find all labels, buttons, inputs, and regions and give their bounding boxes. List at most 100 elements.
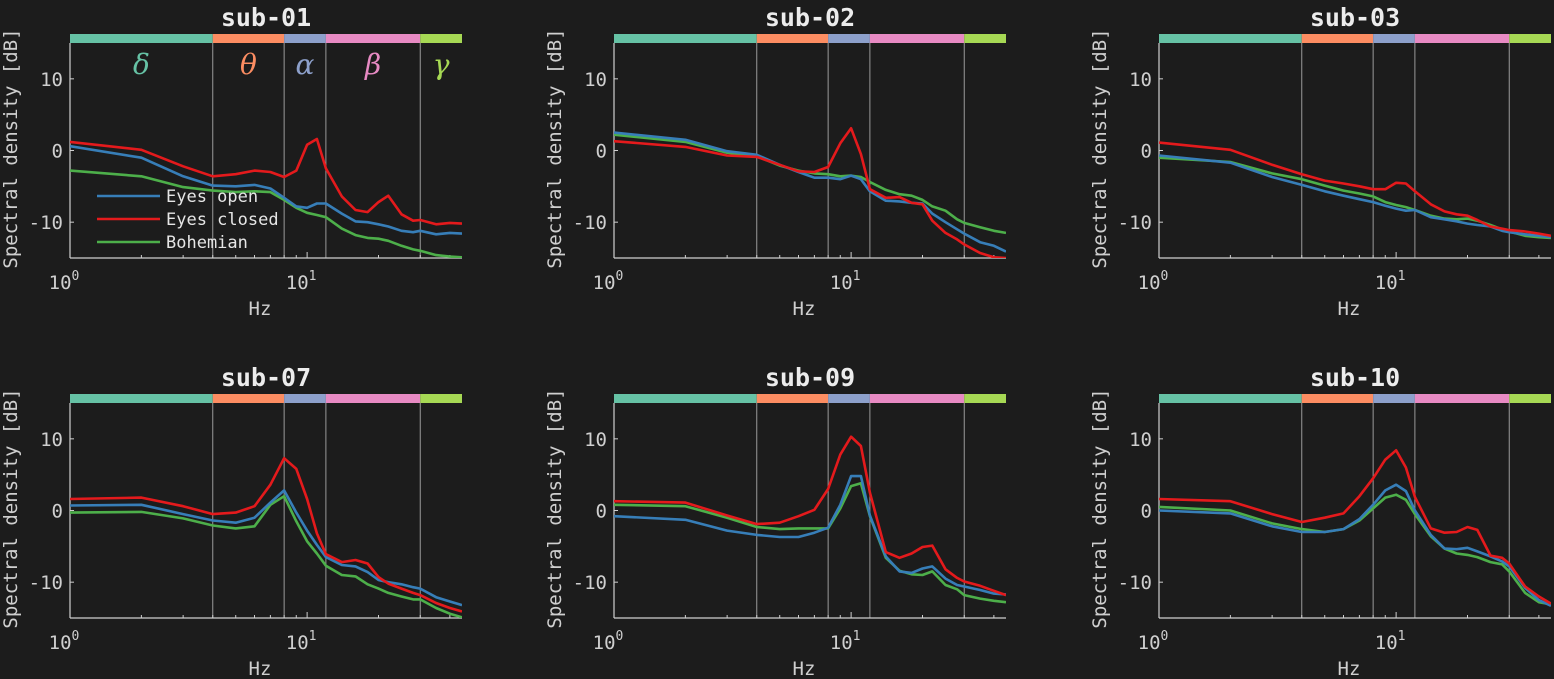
x-tick-label: 101 <box>1375 629 1406 654</box>
band-bar-delta <box>1159 394 1302 403</box>
series-line-eyes-open <box>614 474 1006 596</box>
series-line-eyes-open <box>1159 483 1551 607</box>
band-bar-gamma <box>1509 34 1551 43</box>
y-axis-label: Spectral density [dB] <box>544 388 566 628</box>
series-line-eyes-closed <box>614 435 1006 597</box>
y-axis-label: Spectral density [dB] <box>1089 28 1111 268</box>
band-bar-delta <box>614 394 757 403</box>
legend: Eyes open Eyes closed Bohemian <box>97 187 279 253</box>
y-axis-label: Spectral density [dB] <box>544 28 566 268</box>
band-bar-gamma <box>1509 394 1551 403</box>
y-tick-label: 0 <box>596 501 607 523</box>
x-axis-label: Hz <box>793 298 816 320</box>
band-symbol-gamma: γ <box>433 48 450 81</box>
y-tick-label: 10 <box>584 429 607 451</box>
band-bar-beta <box>325 394 421 403</box>
band-bar-delta <box>1159 34 1302 43</box>
series-line-eyes-open <box>70 489 462 607</box>
series-line-eyes-closed <box>1159 448 1551 605</box>
series-line-bohemian <box>70 169 462 258</box>
band-bar-alpha <box>1373 34 1415 43</box>
x-tick-label: 100 <box>593 629 624 654</box>
y-tick-label: -10 <box>573 572 607 594</box>
y-axis-label: Spectral density [dB] <box>0 28 22 268</box>
x-axis-label: Hz <box>249 658 272 679</box>
band-symbol-theta: θ <box>240 48 257 81</box>
band-bar-gamma <box>420 394 462 403</box>
y-tick-label: 10 <box>40 429 63 451</box>
band-bar-alpha <box>828 394 870 403</box>
band-bar-beta <box>325 34 421 43</box>
x-tick-label: 101 <box>286 629 317 654</box>
series-line-bohemian <box>70 494 462 618</box>
x-tick-label: 100 <box>49 269 80 294</box>
legend-label: Eyes open <box>166 187 258 207</box>
subplot-title: sub-01 <box>221 3 311 32</box>
y-tick-label: 10 <box>584 69 607 91</box>
y-tick-label: -10 <box>29 212 63 234</box>
band-bar-alpha <box>284 394 326 403</box>
series-line-eyes-open <box>1159 154 1551 239</box>
subplot-title: sub-03 <box>1310 3 1400 32</box>
subplot-title: sub-07 <box>221 363 311 392</box>
band-bar-delta <box>70 394 213 403</box>
y-tick-label: 0 <box>52 141 63 163</box>
band-symbol-alpha: α <box>296 48 315 81</box>
y-axis-label: Spectral density [dB] <box>0 388 22 628</box>
x-axis-label: Hz <box>793 658 816 679</box>
y-tick-label: 0 <box>1141 501 1152 523</box>
band-bar-alpha <box>1373 394 1415 403</box>
series-line-eyes-closed <box>70 456 462 613</box>
band-bar-beta <box>1414 34 1510 43</box>
y-tick-label: 0 <box>1141 141 1152 163</box>
y-axis-label: Spectral density [dB] <box>1089 388 1111 628</box>
y-tick-label: 0 <box>596 141 607 163</box>
band-bar-theta <box>756 394 829 403</box>
band-bar-delta <box>70 34 213 43</box>
y-tick-label: 0 <box>52 501 63 523</box>
x-tick-label: 100 <box>1138 629 1169 654</box>
y-tick-label: -10 <box>29 572 63 594</box>
series-line-eyes-closed <box>1159 141 1551 238</box>
band-bar-theta <box>756 34 829 43</box>
band-bar-alpha <box>284 34 326 43</box>
x-tick-label: 100 <box>1138 269 1169 294</box>
band-bar-alpha <box>828 34 870 43</box>
x-tick-label: 101 <box>830 269 861 294</box>
x-axis-label: Hz <box>249 298 272 320</box>
y-tick-label: -10 <box>1118 572 1152 594</box>
band-bar-beta <box>869 394 965 403</box>
y-tick-label: 10 <box>1129 429 1152 451</box>
legend-label: Eyes closed <box>166 210 279 230</box>
band-bar-gamma <box>964 34 1006 43</box>
subplot-title: sub-10 <box>1310 363 1400 392</box>
x-axis-label: Hz <box>1338 298 1361 320</box>
x-tick-label: 101 <box>1375 269 1406 294</box>
band-bar-beta <box>869 34 965 43</box>
x-tick-label: 100 <box>49 629 80 654</box>
band-bar-gamma <box>420 34 462 43</box>
x-tick-label: 101 <box>830 629 861 654</box>
subplot-title: sub-09 <box>765 363 855 392</box>
band-bar-theta <box>212 394 285 403</box>
series-line-eyes-closed <box>70 137 462 226</box>
y-tick-label: -10 <box>573 212 607 234</box>
band-bar-theta <box>1301 394 1374 403</box>
band-bar-gamma <box>964 394 1006 403</box>
series-line-eyes-open <box>70 144 462 236</box>
x-tick-label: 101 <box>286 269 317 294</box>
legend-label: Bohemian <box>166 233 248 253</box>
x-axis-label: Hz <box>1338 658 1361 679</box>
y-tick-label: 10 <box>40 69 63 91</box>
y-tick-label: -10 <box>1118 212 1152 234</box>
y-tick-label: 10 <box>1129 69 1152 91</box>
band-bar-beta <box>1414 394 1510 403</box>
